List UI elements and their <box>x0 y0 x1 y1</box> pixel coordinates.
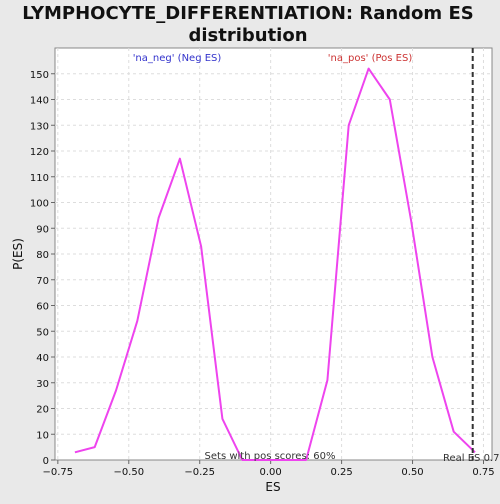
y-tick-label: 150 <box>30 70 49 81</box>
es-distribution-line <box>74 67 476 461</box>
x-tick-label: 0.75 <box>472 467 494 478</box>
x-tick-label: −0.50 <box>113 467 144 478</box>
x-tick-label: −0.25 <box>184 467 215 478</box>
y-tick-label: 90 <box>36 224 49 235</box>
y-tick-label: 60 <box>36 302 49 313</box>
y-axis: 0 10 20 30 40 50 60 70 80 90 100 110 120 130 140 150 <box>30 70 55 467</box>
y-tick-label: 20 <box>36 405 49 416</box>
y-tick-label: 110 <box>30 173 49 184</box>
chart-title-line2: distribution <box>188 25 307 46</box>
x-tick-label: 0.50 <box>401 467 423 478</box>
y-tick-label: 0 <box>43 456 49 467</box>
y-tick-label: 10 <box>36 430 49 441</box>
y-tick-label: 100 <box>30 199 49 210</box>
x-tick-label: 0.25 <box>330 467 352 478</box>
x-axis: −0.75 −0.50 −0.25 0.00 0.25 0.50 0.75 <box>43 460 495 478</box>
y-tick-label: 140 <box>30 96 49 107</box>
x-tick-label: 0.00 <box>260 467 282 478</box>
pos-es-label: 'na_pos' (Pos ES) <box>328 53 413 64</box>
x-axis-label: ES <box>265 480 280 494</box>
y-tick-label: 80 <box>36 250 49 261</box>
y-axis-label: P(ES) <box>11 238 25 270</box>
x-tick-label: −0.75 <box>43 467 74 478</box>
grid-lines <box>55 48 492 460</box>
y-tick-label: 30 <box>36 379 49 390</box>
y-tick-label: 120 <box>30 147 49 158</box>
y-tick-label: 70 <box>36 276 49 287</box>
series-layer <box>74 67 476 461</box>
real-es-label: Real ES 0.71 <box>443 453 500 464</box>
y-tick-label: 40 <box>36 353 49 364</box>
chart-title-line1: LYMPHOCYTE_DIFFERENTIATION: Random ES <box>22 3 473 24</box>
neg-es-label: 'na_neg' (Neg ES) <box>133 53 222 64</box>
y-tick-label: 50 <box>36 327 49 338</box>
y-tick-label: 130 <box>30 121 49 132</box>
pos-score-footer: Sets with pos scores: 60% <box>205 451 336 462</box>
